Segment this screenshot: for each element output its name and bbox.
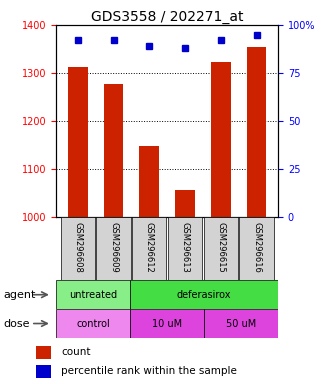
Text: dose: dose <box>3 318 30 329</box>
Bar <box>175 190 195 217</box>
Text: GSM296616: GSM296616 <box>252 222 261 273</box>
Text: GSM296612: GSM296612 <box>145 222 154 273</box>
Bar <box>56 280 130 309</box>
Text: 50 uM: 50 uM <box>226 318 256 329</box>
Bar <box>204 309 278 338</box>
Text: percentile rank within the sample: percentile rank within the sample <box>61 366 237 376</box>
Bar <box>168 217 202 280</box>
Bar <box>204 217 238 280</box>
Text: GSM296608: GSM296608 <box>73 222 82 273</box>
Bar <box>247 46 266 217</box>
Bar <box>130 309 204 338</box>
Bar <box>56 309 130 338</box>
Bar <box>36 346 51 359</box>
Bar <box>211 63 231 217</box>
Bar <box>130 280 278 309</box>
Text: untreated: untreated <box>69 290 117 300</box>
Bar <box>36 365 51 378</box>
Text: GSM296615: GSM296615 <box>216 222 225 273</box>
Text: agent: agent <box>3 290 36 300</box>
Text: deferasirox: deferasirox <box>177 290 231 300</box>
Bar <box>104 84 123 217</box>
Bar <box>68 67 88 217</box>
Bar <box>239 217 274 280</box>
Text: control: control <box>76 318 110 329</box>
Bar <box>61 217 95 280</box>
Bar <box>132 217 166 280</box>
Text: count: count <box>61 347 91 357</box>
Text: GSM296609: GSM296609 <box>109 222 118 273</box>
Text: 10 uM: 10 uM <box>152 318 182 329</box>
Bar <box>139 146 159 217</box>
Bar <box>96 217 131 280</box>
Text: GSM296613: GSM296613 <box>180 222 190 273</box>
Title: GDS3558 / 202271_at: GDS3558 / 202271_at <box>91 10 243 24</box>
